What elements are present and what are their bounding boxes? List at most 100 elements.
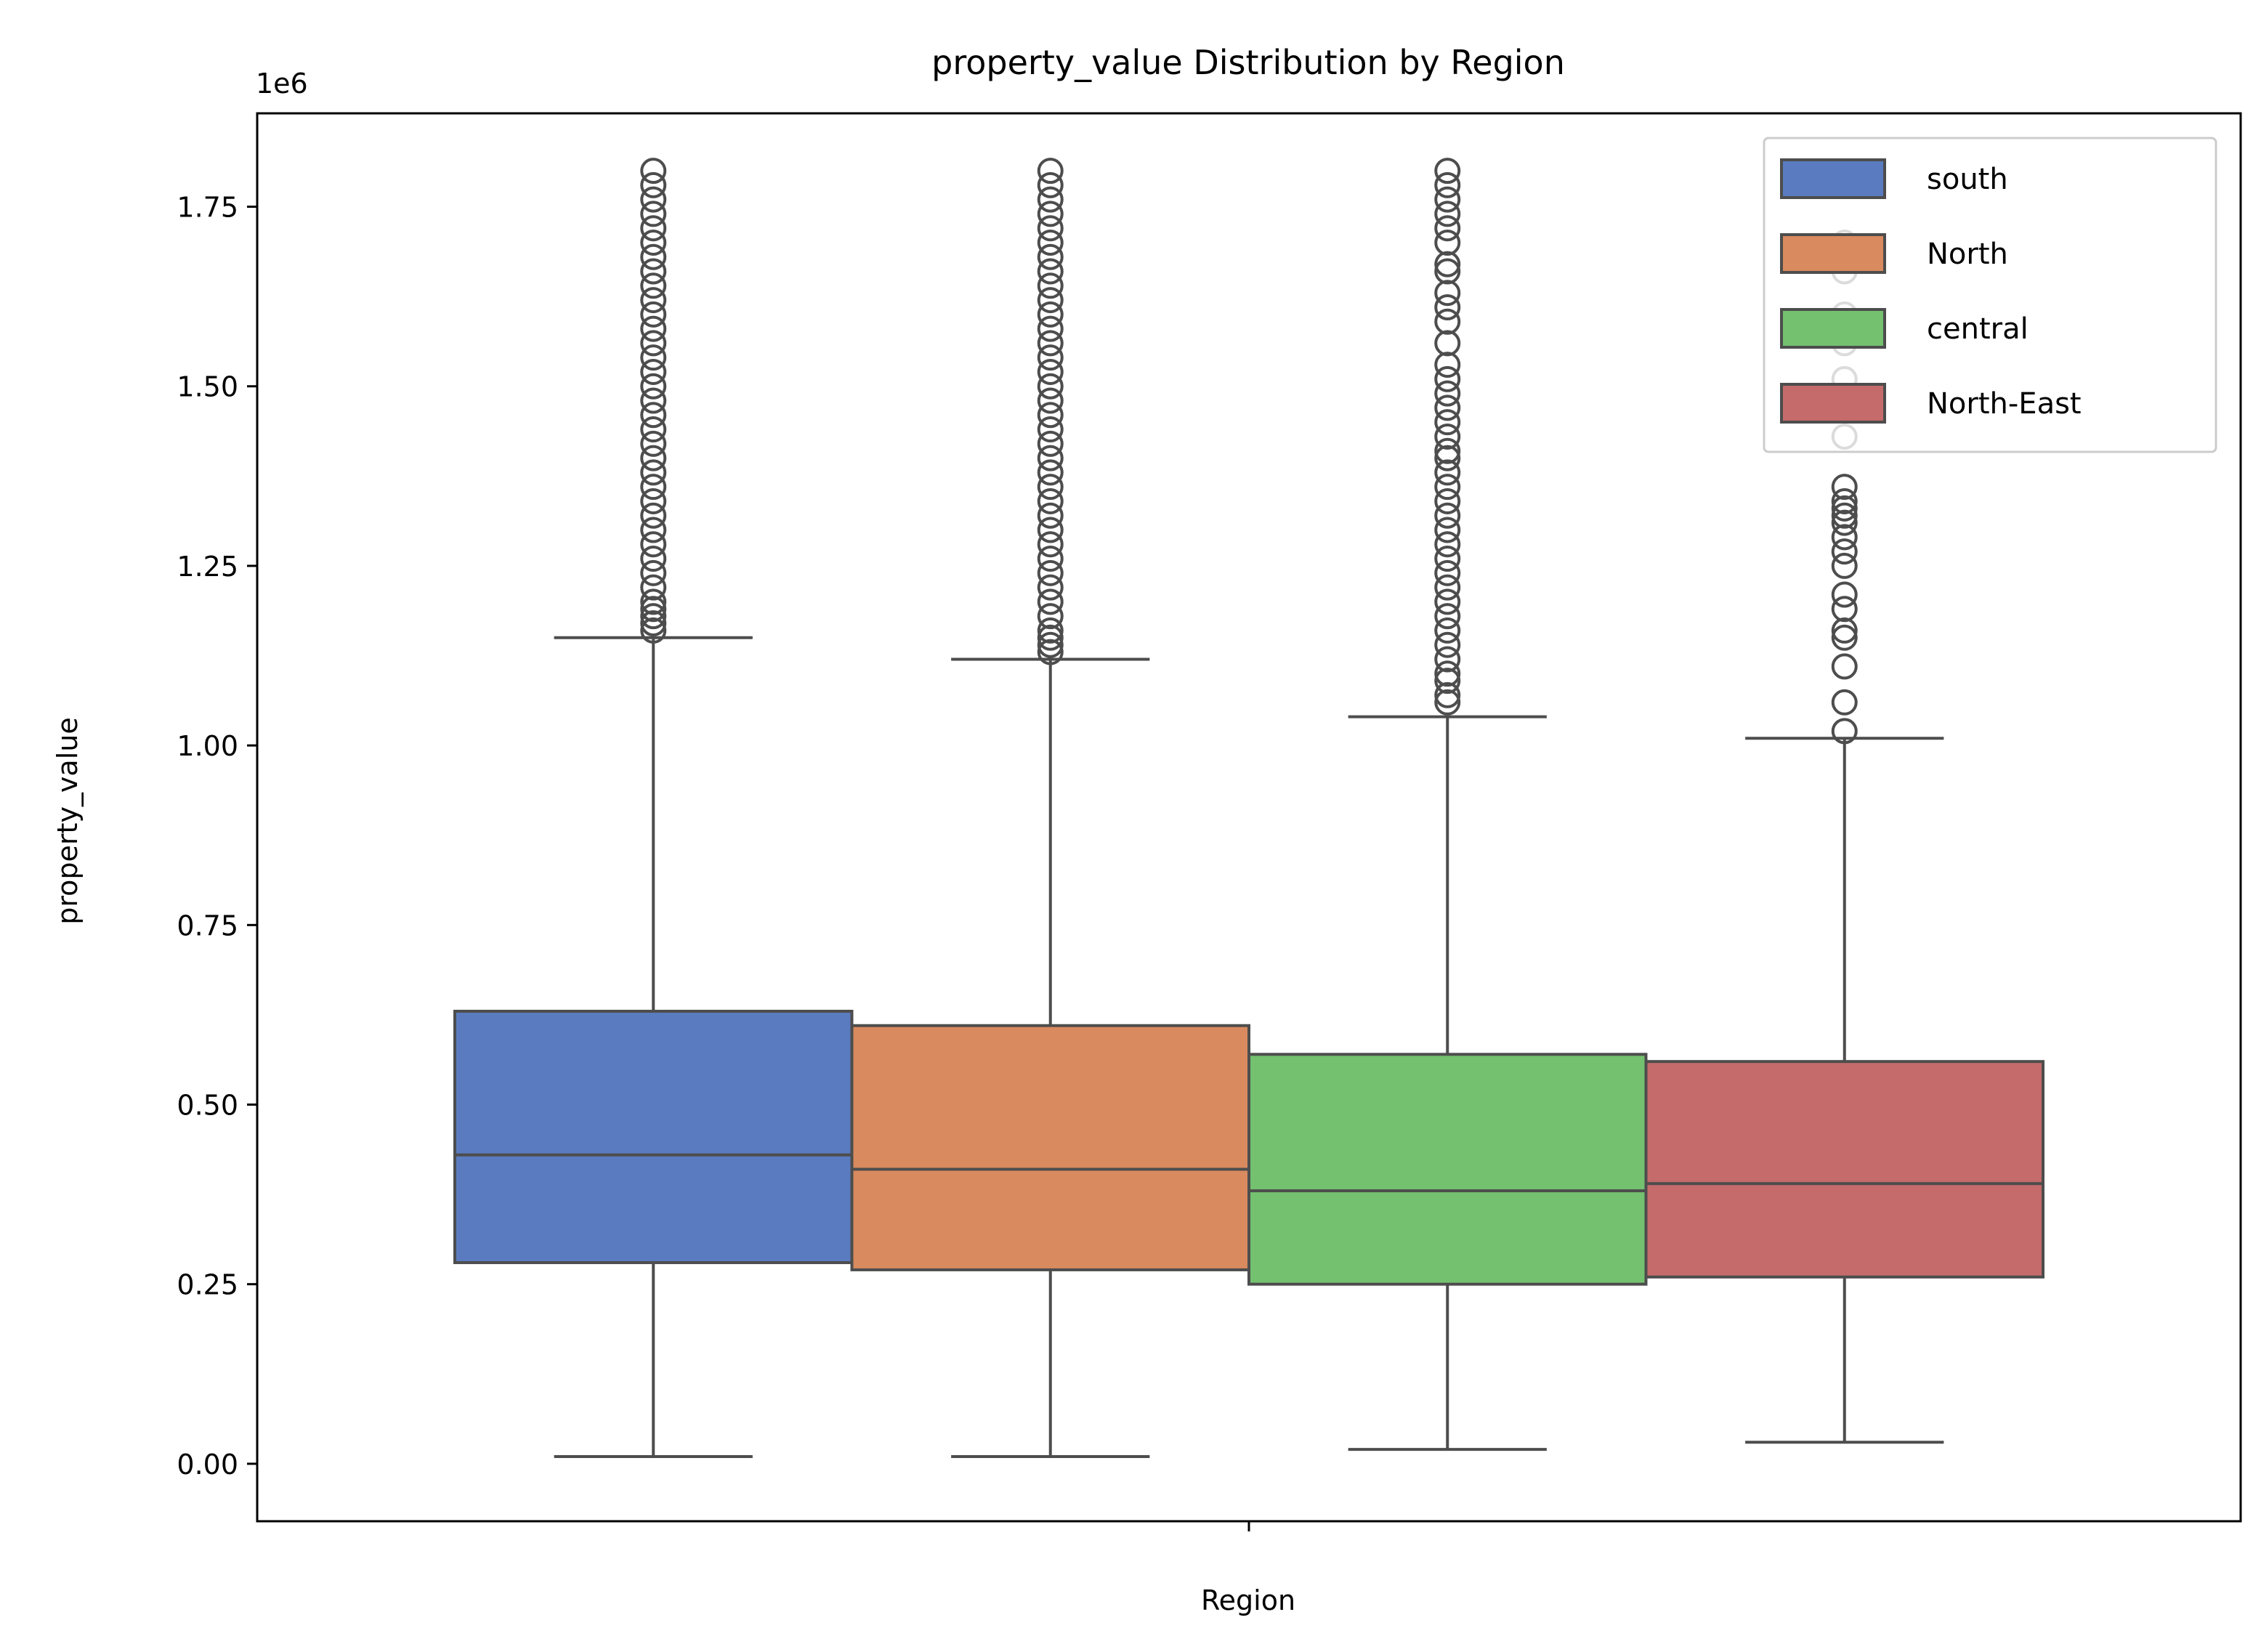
legend-label: North bbox=[1927, 238, 2008, 271]
legend-item-central: central bbox=[1780, 308, 2029, 349]
outlier-point bbox=[640, 531, 667, 558]
outlier-point bbox=[1037, 617, 1064, 644]
outlier-point bbox=[1831, 624, 1858, 651]
outlier-point bbox=[1434, 394, 1461, 421]
outlier-point bbox=[640, 559, 667, 586]
outlier-point bbox=[640, 201, 667, 227]
outlier-point bbox=[1037, 373, 1064, 400]
outlier-point bbox=[1434, 617, 1461, 644]
legend-label: North-East bbox=[1927, 387, 2082, 421]
y-axis-label: property_value bbox=[52, 717, 84, 924]
outlier-point bbox=[1434, 502, 1461, 529]
outlier-point bbox=[640, 459, 667, 486]
outlier-point bbox=[640, 474, 667, 501]
outlier-point bbox=[1037, 603, 1064, 630]
outlier-point bbox=[1831, 509, 1858, 536]
outlier-point bbox=[640, 430, 667, 457]
iqr-box bbox=[453, 1009, 854, 1265]
outlier-point bbox=[640, 301, 667, 328]
outlier-point bbox=[1037, 402, 1064, 429]
box-south bbox=[453, 158, 854, 1459]
outlier-point bbox=[1434, 487, 1461, 514]
outlier-point bbox=[640, 243, 667, 270]
outlier-point bbox=[1434, 546, 1461, 572]
outlier-point bbox=[1434, 330, 1461, 357]
outlier-point bbox=[1434, 681, 1461, 708]
outlier-point bbox=[1434, 365, 1461, 392]
outlier-point bbox=[1434, 171, 1461, 198]
outlier-point bbox=[1037, 639, 1064, 665]
outlier-point bbox=[1434, 474, 1461, 501]
outlier-point bbox=[1831, 538, 1858, 565]
outlier-point bbox=[1037, 487, 1064, 514]
outlier-point bbox=[1037, 502, 1064, 529]
outlier-point bbox=[1037, 387, 1064, 414]
outlier-point bbox=[1434, 280, 1461, 307]
outlier-point bbox=[640, 315, 667, 342]
outlier-point bbox=[1434, 631, 1461, 658]
outlier-point bbox=[640, 402, 667, 429]
outlier-point bbox=[640, 445, 667, 471]
outlier-point bbox=[1434, 660, 1461, 687]
legend-item-south: south bbox=[1780, 158, 2008, 199]
y-tick-label: 1.00 bbox=[177, 730, 238, 762]
outlier-point bbox=[1037, 315, 1064, 342]
outlier-point bbox=[1434, 229, 1461, 256]
outlier-point bbox=[640, 358, 667, 385]
box-north bbox=[850, 158, 1250, 1459]
legend-label: south bbox=[1927, 163, 2008, 196]
outlier-point bbox=[1037, 158, 1064, 185]
outlier-point bbox=[1434, 437, 1461, 464]
outlier-point bbox=[1037, 301, 1064, 328]
outlier-point bbox=[1831, 487, 1858, 514]
outlier-point bbox=[640, 416, 667, 443]
outlier-point bbox=[1037, 559, 1064, 586]
outlier-point bbox=[1831, 474, 1858, 501]
outlier-point bbox=[1037, 574, 1064, 601]
outlier-point bbox=[1831, 552, 1858, 579]
outlier-point bbox=[1434, 588, 1461, 615]
outlier-point bbox=[1037, 229, 1064, 256]
outlier-point bbox=[640, 517, 667, 543]
outlier-point bbox=[1434, 293, 1461, 320]
outlier-point bbox=[1434, 380, 1461, 407]
outlier-point bbox=[640, 229, 667, 256]
x-axis-label: Region bbox=[1201, 1584, 1295, 1616]
outlier-point bbox=[640, 617, 667, 644]
outlier-point bbox=[1434, 603, 1461, 630]
legend-item-north: North bbox=[1780, 233, 2008, 274]
outlier-point bbox=[640, 158, 667, 185]
outlier-point bbox=[640, 387, 667, 414]
outlier-point bbox=[1434, 409, 1461, 436]
y-tick-label: 0.25 bbox=[177, 1269, 238, 1301]
outlier-point bbox=[1434, 459, 1461, 486]
outlier-point bbox=[640, 373, 667, 400]
outlier-point bbox=[1037, 459, 1064, 486]
outlier-point bbox=[1831, 689, 1858, 716]
outlier-point bbox=[1831, 596, 1858, 623]
legend-label: central bbox=[1927, 312, 2029, 346]
outlier-point bbox=[1037, 215, 1064, 242]
chart-title: property_value Distribution by Region bbox=[931, 43, 1565, 82]
outlier-point bbox=[1037, 358, 1064, 385]
outlier-point bbox=[1037, 330, 1064, 357]
outlier-point bbox=[640, 588, 667, 615]
outlier-point bbox=[1434, 689, 1461, 716]
legend-swatch bbox=[1780, 308, 1886, 349]
outlier-point bbox=[640, 603, 667, 630]
outlier-point bbox=[640, 186, 667, 213]
legend-swatch bbox=[1780, 383, 1886, 424]
outlier-point bbox=[1037, 201, 1064, 227]
outlier-point bbox=[1434, 352, 1461, 378]
outlier-point bbox=[1037, 171, 1064, 198]
outlier-point bbox=[1037, 624, 1064, 651]
y-offset-label: 1e6 bbox=[256, 68, 308, 100]
iqr-box bbox=[850, 1024, 1250, 1271]
outlier-point bbox=[1037, 243, 1064, 270]
legend: south North central North-East bbox=[1763, 137, 2217, 453]
outlier-point bbox=[1434, 559, 1461, 586]
outlier-point bbox=[1434, 517, 1461, 543]
outlier-point bbox=[640, 258, 667, 285]
legend-item-north-east: North-East bbox=[1780, 383, 2082, 424]
legend-swatch bbox=[1780, 158, 1886, 199]
